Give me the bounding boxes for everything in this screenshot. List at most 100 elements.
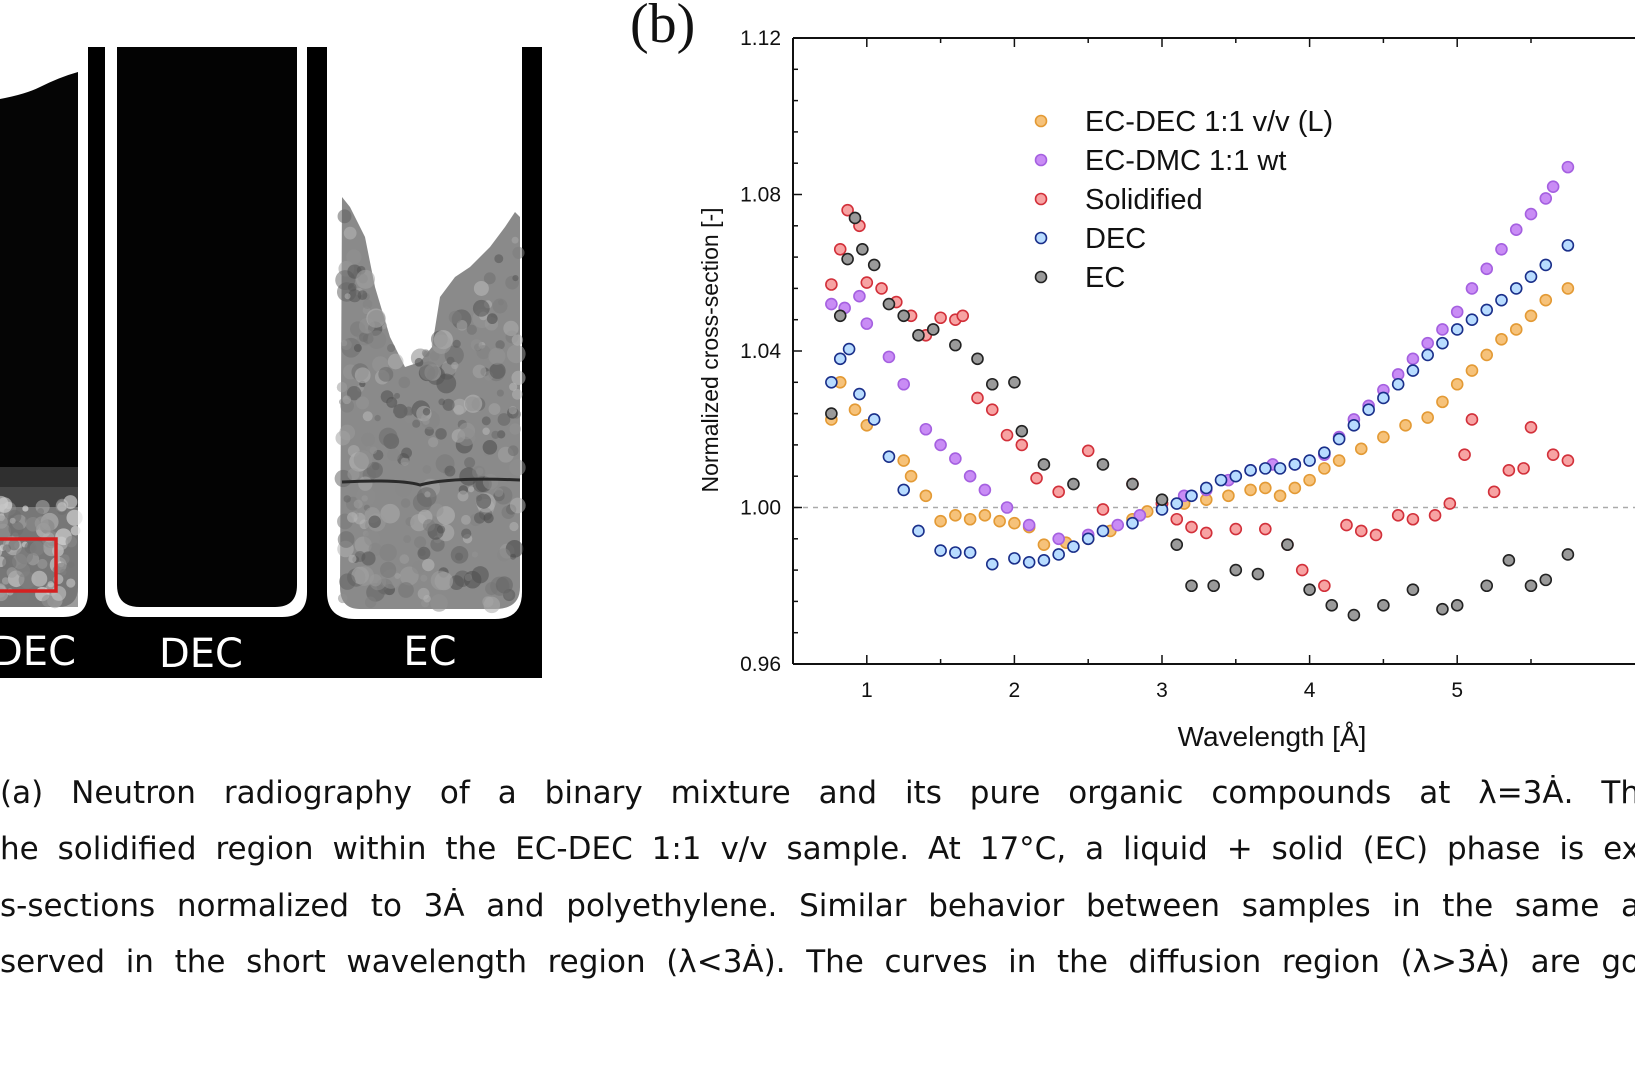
data-point [993,514,1006,528]
data-point [882,350,896,364]
data-point [853,387,866,401]
texture-speck [380,503,400,524]
texture-speck [59,554,70,565]
data-point [1443,497,1457,510]
y-tick-label: 1.08 [740,184,781,207]
data-point [1458,448,1471,461]
data-point [1015,438,1029,452]
texture-speck [343,226,357,240]
data-point [934,514,947,528]
texture-speck [430,537,445,552]
data-point [934,544,947,557]
texture-speck [492,298,508,314]
data-point [897,454,911,467]
data-point [1185,579,1198,593]
texture-speck [400,457,410,466]
data-point [1524,207,1538,221]
data-point [1222,489,1235,503]
texture-speck [353,344,362,353]
texture-speck [485,582,499,596]
data-point [1391,377,1405,391]
texture-speck [0,497,13,513]
data-point [1480,579,1494,593]
data-point [856,242,869,256]
data-point [860,317,874,330]
texture-speck [22,505,29,512]
texture-speck [512,389,523,400]
texture-speck [493,487,504,497]
texture-speck [6,567,18,578]
data-point [1354,524,1368,538]
data-point [1332,432,1346,446]
texture-speck [387,398,395,407]
texture-speck [379,543,397,562]
data-point [934,311,947,325]
legend-marker [1034,231,1048,245]
data-point [833,242,847,256]
texture-speck [335,430,351,446]
texture-speck [509,382,518,391]
data-point [1259,462,1272,475]
data-point [978,509,992,522]
data-point [1185,520,1198,534]
texture-speck [429,351,440,361]
data-point [825,297,838,311]
texture-speck [470,339,483,351]
data-point [1340,518,1353,532]
data-point [1244,464,1257,477]
texture-speck [472,299,490,317]
data-point [1487,485,1501,499]
texture-speck [357,290,368,301]
data-point [1288,481,1302,495]
data-point [1170,512,1184,526]
tube-ec [327,47,526,619]
data-point [904,469,918,483]
data-point [1318,462,1331,475]
texture-speck [422,465,432,474]
texture-speck [8,539,20,551]
data-point [1185,489,1198,503]
texture-speck [511,370,526,385]
texture-speck [37,558,48,570]
texture-speck [509,497,526,514]
data-point [1377,430,1390,444]
texture-speck [66,578,76,588]
data-point [985,377,999,391]
texture-speck [347,283,357,292]
tube-label-dec: DEC [159,631,243,677]
tube-label-ec: EC [403,629,456,675]
texture-speck [473,280,489,296]
texture-speck [403,535,412,543]
texture-speck [371,462,380,471]
texture-speck [9,517,16,524]
texture-speck [394,479,413,498]
data-point [1406,352,1420,366]
data-point [1509,282,1523,295]
texture-speck [337,593,348,604]
texture-speck [347,512,358,523]
texture-speck [496,389,504,397]
texture-speck [483,512,494,524]
texture-speck [355,269,376,289]
data-point [963,546,977,559]
texture-speck [337,209,352,224]
data-point [1052,548,1065,561]
data-point [985,403,999,416]
texture-speck [34,516,49,531]
texture-speck [393,392,401,399]
data-point [1170,497,1184,510]
texture-speck [497,413,511,426]
data-point [1332,454,1346,467]
texture-speck [47,581,54,588]
data-point [1509,323,1523,336]
texture-speck [369,446,378,455]
data-point [1347,608,1361,622]
caption-line-2: he solidified region within the EC-DEC 1… [0,831,1635,867]
data-point [1480,262,1494,276]
x-axis-label: Wavelength [Å] [1178,721,1367,752]
x-tick-label: 2 [1009,679,1021,702]
caption-line-1: (a) Neutron radiography of a binary mixt… [0,775,1635,811]
data-point [1524,270,1538,283]
data-point [1546,448,1560,461]
data-point [1015,424,1029,438]
